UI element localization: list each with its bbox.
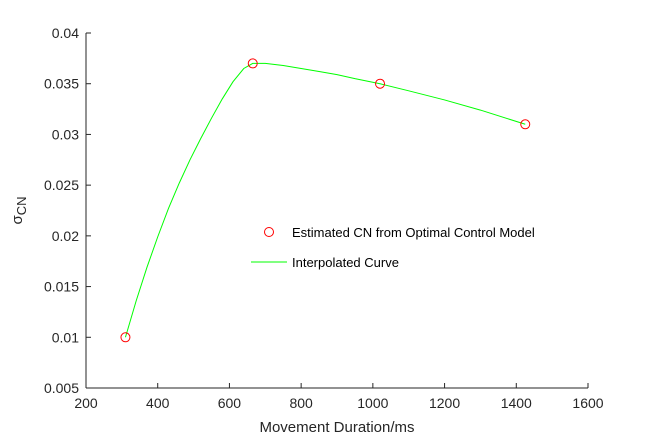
legend-marker-estimated-cn bbox=[264, 227, 274, 237]
data-point-marker bbox=[247, 58, 258, 69]
x-tick-label: 1000 bbox=[357, 395, 388, 411]
data-point-marker bbox=[520, 119, 531, 130]
legend: Estimated CN from Optimal Control Model … bbox=[251, 225, 535, 270]
estimated-cn-series bbox=[120, 58, 531, 343]
y-tick-label: 0.025 bbox=[44, 177, 79, 193]
x-tick-label: 1600 bbox=[572, 395, 603, 411]
x-tick-label: 200 bbox=[74, 395, 98, 411]
x-tick-label: 600 bbox=[218, 395, 242, 411]
legend-label-estimated-cn: Estimated CN from Optimal Control Model bbox=[292, 225, 535, 240]
x-tick-label: 400 bbox=[146, 395, 170, 411]
y-ticks: 0.005 0.01 0.015 0.02 0.025 0.03 0.035 0.04 bbox=[44, 25, 91, 396]
axes: 200 400 600 800 1000 1200 1400 1600 0.0050.010.… bbox=[44, 25, 604, 411]
y-tick-label: 0.035 bbox=[44, 76, 79, 92]
y-tick-label: 0.04 bbox=[52, 25, 79, 41]
data-point-marker bbox=[120, 332, 131, 343]
data-point-marker bbox=[375, 78, 386, 89]
y-axis-label: σCN bbox=[9, 196, 29, 224]
x-ticks: 200 400 600 800 1000 1200 1400 1600 bbox=[74, 383, 604, 411]
y-tick-label: 0.03 bbox=[52, 126, 79, 142]
svg-text:σCN: σCN bbox=[9, 196, 29, 224]
y-tick-label: 0.01 bbox=[52, 329, 79, 345]
y-axis-label-main: σ bbox=[9, 215, 26, 225]
y-axis-label-sub: CN bbox=[14, 196, 29, 215]
y-tick-label: 0.02 bbox=[52, 228, 79, 244]
x-tick-label: 1200 bbox=[429, 395, 460, 411]
legend-label-interpolated-curve: Interpolated Curve bbox=[292, 255, 399, 270]
x-axis-label: Movement Duration/ms bbox=[259, 419, 414, 436]
y-tick-label: 0.005 bbox=[44, 380, 79, 396]
x-tick-label: 1400 bbox=[501, 395, 532, 411]
x-tick-label: 800 bbox=[289, 395, 313, 411]
y-tick-label: 0.015 bbox=[44, 279, 79, 295]
